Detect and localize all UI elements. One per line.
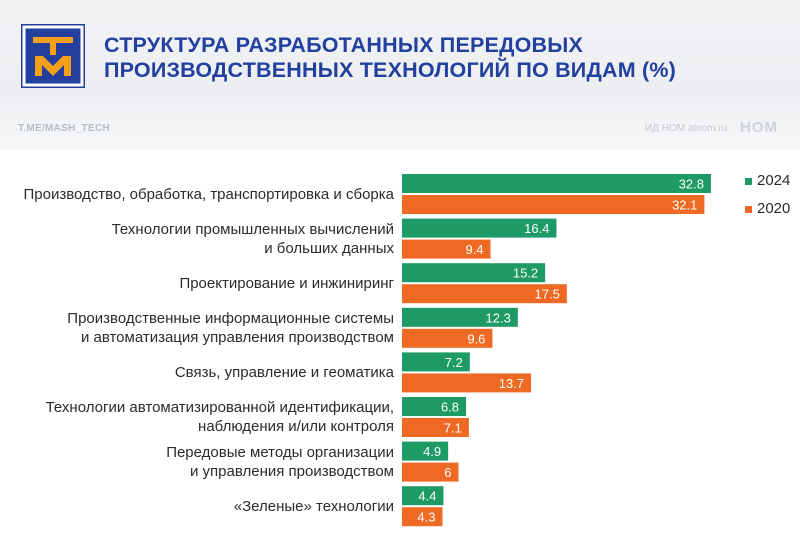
logo: [21, 24, 85, 88]
category-label: Технологии промышленных вычислений и боль…: [0, 220, 394, 258]
category-labels: Производство, обработка, транспортировка…: [0, 0, 394, 538]
bar-2020: [402, 373, 532, 393]
title-line-2: ПРОИЗВОДСТВЕННЫХ ТЕХНОЛОГИЙ ПО ВИДАМ (%): [104, 58, 677, 82]
data-label-2024: 16.4: [524, 221, 549, 236]
data-label-2020: 4.3: [417, 510, 435, 525]
category-label-line: «Зеленые» технологии: [233, 497, 394, 515]
page-title: СТРУКТУРА РАЗРАБОТАННЫХ ПЕРЕДОВЫХ ПРОИЗВ…: [104, 33, 704, 83]
bar-2024: [402, 352, 470, 372]
category-label-line: Технологии автоматизированной идентифика…: [45, 399, 394, 416]
bar-2024: [402, 218, 557, 238]
category-label: Проектирование и инжиниринг: [0, 274, 394, 293]
category-label: «Зеленые» технологии: [0, 497, 394, 516]
category-label: Связь, управление и геоматика: [0, 363, 394, 382]
bar-2020: [402, 462, 459, 482]
bar-2024: [402, 174, 711, 193]
data-label-2020: 7.1: [444, 421, 462, 436]
bar-2024: [402, 486, 444, 506]
category-label: Производственные информационные системы и…: [0, 309, 394, 347]
bar-2024: [402, 441, 449, 461]
category-label: Передовые методы организации и управления…: [0, 443, 394, 481]
bar-2020: [402, 418, 469, 437]
legend-label: 2020: [757, 200, 791, 217]
bar-2020: [402, 239, 491, 259]
source-label: ИД НОМ atnom.ru: [645, 123, 728, 134]
title-line-1: СТРУКТУРА РАЗРАБОТАННЫХ ПЕРЕДОВЫХ: [104, 33, 584, 57]
bar-2020: [402, 284, 567, 304]
legend-swatch: [745, 178, 752, 185]
category-label-line: Производственные информационные системы: [67, 309, 394, 327]
category-label-line: и управления производством: [190, 462, 394, 480]
category-label: Производство, обработка, транспортировка…: [0, 185, 394, 204]
category-label-line: Передовые методы организации: [166, 443, 394, 461]
data-label-2020: 17.5: [535, 287, 560, 302]
bar-2024: [402, 307, 518, 327]
bar-2024: [402, 397, 467, 416]
data-label-2020: 6: [444, 465, 451, 480]
category-label-line: и больших данных: [264, 239, 394, 257]
category-label-line: Связь, управление и геоматика: [174, 363, 394, 381]
category-label-line: Технологии промышленных вычислений: [111, 220, 394, 238]
category-label: Технологии автоматизированной идентифика…: [0, 398, 394, 436]
bar-2024: [402, 263, 546, 283]
data-label-2024: 4.9: [423, 444, 441, 459]
data-label-2024: 7.2: [445, 355, 463, 370]
header-banner: СТРУКТУРА РАЗРАБОТАННЫХ ПЕРЕДОВЫХ ПРОИЗВ…: [0, 0, 800, 150]
bar-2020: [402, 507, 443, 527]
channel-label: T.ME/MASH_TECH: [18, 123, 110, 134]
data-label-2020: 13.7: [499, 376, 524, 391]
logo-icon: [22, 25, 84, 87]
data-label-2024: 32.8: [679, 177, 704, 192]
data-label-2024: 6.8: [441, 400, 459, 415]
data-label-2020: 9.4: [465, 242, 483, 257]
legend-label: 2024: [757, 172, 791, 189]
data-label-2024: 12.3: [486, 310, 511, 325]
bar-2020: [402, 195, 705, 214]
data-label-2020: 32.1: [672, 198, 697, 213]
category-label-line: и автоматизация управления производством: [80, 328, 394, 346]
category-label-line: Производство, обработка, транспортировка…: [23, 185, 394, 203]
brand-label: НОМ: [740, 119, 778, 136]
data-label-2024: 15.2: [513, 266, 538, 281]
data-label-2024: 4.4: [418, 489, 436, 504]
legend-swatch: [745, 206, 752, 213]
bar-2020: [402, 328, 493, 348]
data-label-2020: 9.6: [467, 331, 485, 346]
category-label-line: наблюдения и/или контроля: [198, 418, 394, 435]
category-label-line: Проектирование и инжиниринг: [179, 274, 394, 292]
